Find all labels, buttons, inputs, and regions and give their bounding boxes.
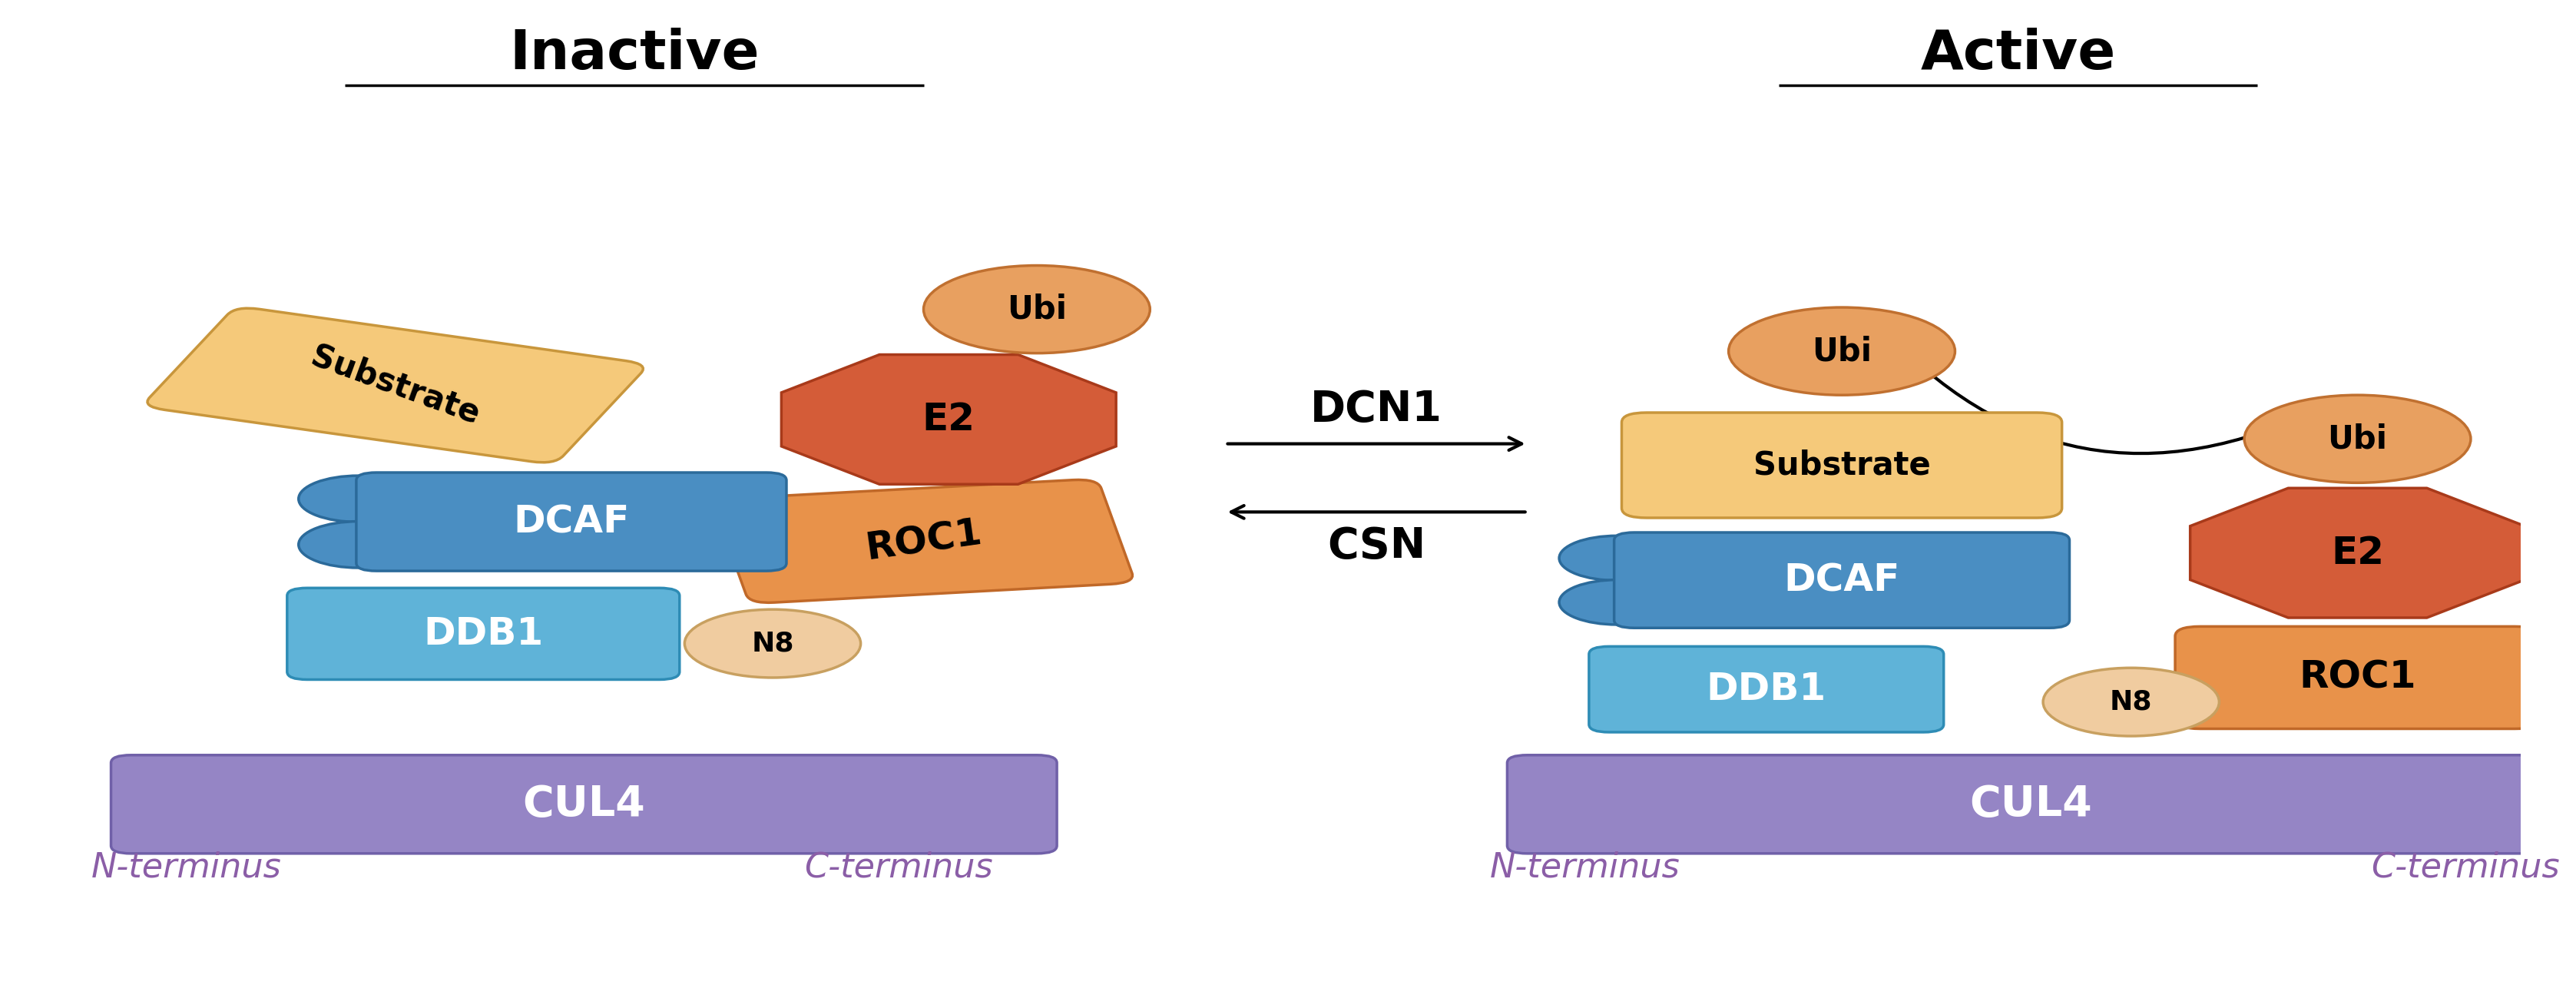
Text: C-terminus: C-terminus (2370, 851, 2561, 885)
Polygon shape (2190, 489, 2524, 618)
Text: N-terminus: N-terminus (90, 851, 281, 885)
Text: DCN1: DCN1 (1311, 389, 1443, 430)
FancyBboxPatch shape (714, 480, 1131, 603)
FancyBboxPatch shape (2174, 626, 2540, 729)
Circle shape (1558, 580, 1674, 624)
Text: ROC1: ROC1 (2298, 659, 2416, 696)
Text: CUL4: CUL4 (523, 783, 644, 825)
Text: Inactive: Inactive (510, 28, 760, 81)
Circle shape (2043, 668, 2218, 736)
Circle shape (2244, 395, 2470, 483)
Text: DDB1: DDB1 (1705, 671, 1826, 708)
FancyBboxPatch shape (1589, 646, 1942, 732)
Text: N-terminus: N-terminus (1489, 851, 1680, 885)
Text: CUL4: CUL4 (1968, 783, 2092, 825)
Text: N8: N8 (2110, 689, 2151, 715)
Text: CSN: CSN (1327, 525, 1425, 566)
Text: DCAF: DCAF (1783, 561, 1899, 599)
Circle shape (299, 521, 417, 567)
Polygon shape (781, 355, 1115, 485)
Circle shape (1728, 307, 1955, 395)
Text: Ubi: Ubi (1007, 294, 1066, 325)
Text: E2: E2 (922, 401, 974, 438)
Text: Ubi: Ubi (1811, 335, 1870, 367)
Circle shape (1558, 536, 1674, 580)
FancyBboxPatch shape (355, 473, 786, 571)
Text: Ubi: Ubi (2326, 423, 2388, 455)
FancyBboxPatch shape (1613, 533, 2069, 627)
Circle shape (299, 476, 417, 522)
Circle shape (922, 266, 1149, 354)
Text: ROC1: ROC1 (863, 515, 984, 567)
Text: N8: N8 (752, 630, 793, 657)
FancyBboxPatch shape (111, 755, 1056, 853)
FancyBboxPatch shape (1620, 413, 2061, 518)
Text: Substrate: Substrate (1752, 449, 1929, 482)
Text: Substrate: Substrate (307, 340, 484, 430)
Text: Active: Active (1919, 28, 2115, 81)
FancyBboxPatch shape (147, 308, 644, 462)
Text: DCAF: DCAF (513, 503, 629, 540)
Text: DDB1: DDB1 (422, 616, 544, 652)
Text: C-terminus: C-terminus (804, 851, 992, 885)
Text: E2: E2 (2331, 535, 2383, 571)
Circle shape (685, 610, 860, 678)
FancyBboxPatch shape (1507, 755, 2553, 853)
FancyBboxPatch shape (286, 588, 680, 680)
